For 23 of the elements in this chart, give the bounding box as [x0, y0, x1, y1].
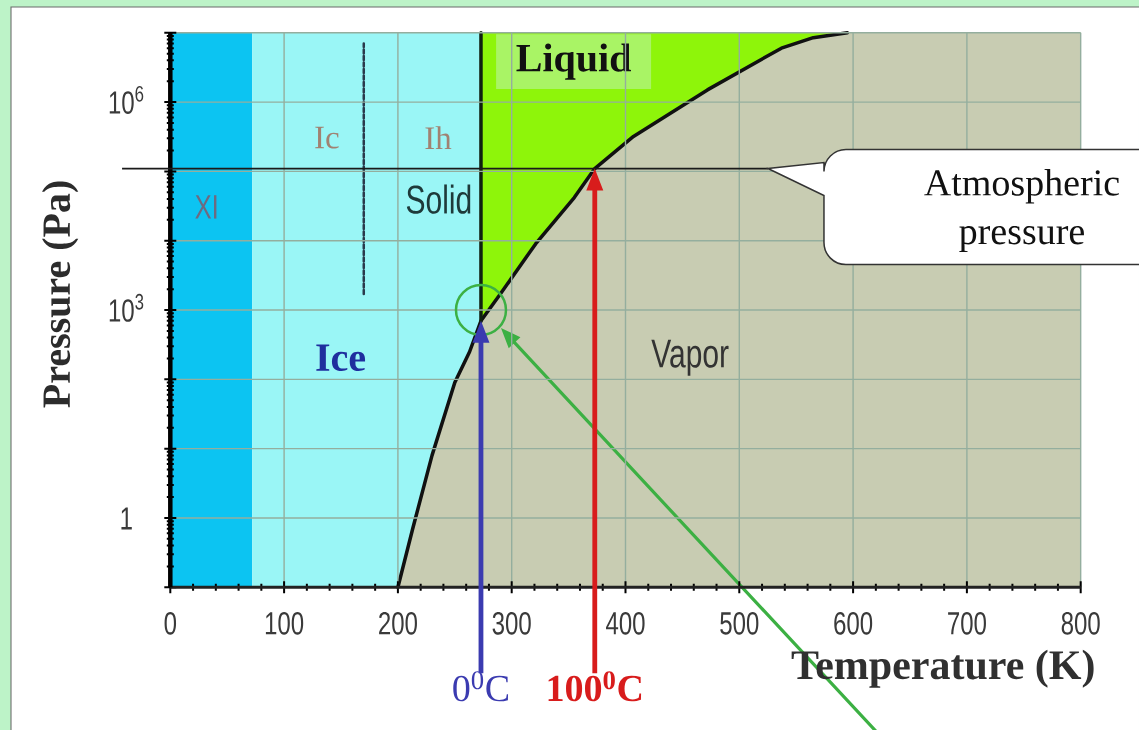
x-tick-label: 800	[1061, 612, 1100, 635]
y-tick-label: 1	[121, 507, 132, 530]
ref-line-label: Atmospheric pressure	[924, 168, 1119, 253]
y-tick-label: 10$^{6}$	[109, 85, 144, 114]
x-tick-label: 600	[834, 612, 873, 635]
annotation: Vapor	[651, 339, 729, 376]
annotation: XI	[195, 195, 217, 219]
annotation: Ice	[316, 344, 366, 372]
x-tick-label: 0	[164, 612, 177, 635]
y-tick-label: 10$^{3}$	[109, 293, 144, 322]
annotation: Solid	[406, 184, 471, 214]
text: 100$^{0}$C	[548, 671, 642, 702]
annotation: Ic	[315, 126, 339, 149]
x-tick-label: 300	[492, 612, 531, 635]
y-axis-title: Pressure (Pa)	[42, 181, 79, 408]
x-tick-label: 200	[379, 612, 417, 635]
x-tick-label: 400	[606, 612, 645, 635]
annotation: Ih	[425, 126, 452, 150]
text: 0$^{0}$C	[453, 671, 509, 702]
x-tick-label: 700	[948, 612, 986, 635]
x-tick-label: 100	[265, 612, 304, 635]
x-tick-label: 500	[720, 612, 759, 635]
annotation: Liquid	[516, 43, 631, 80]
